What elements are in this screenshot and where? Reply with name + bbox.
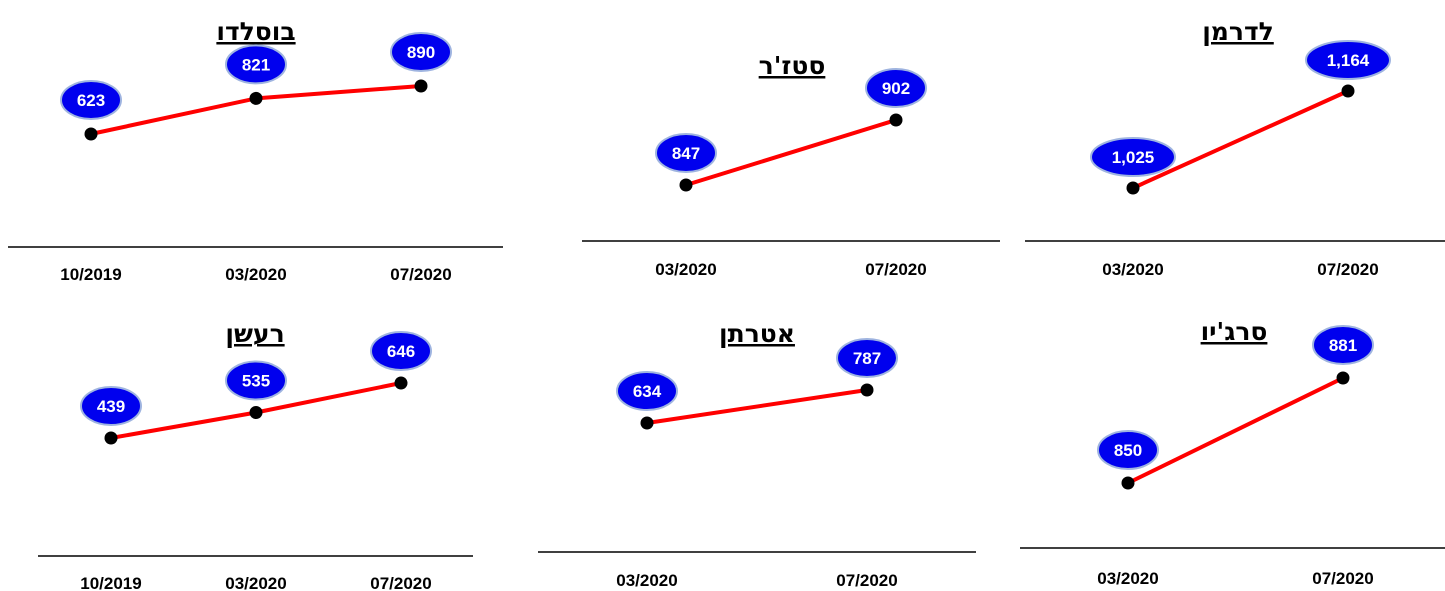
chart-panel-bosaldo: בוסלדו 10/2019 03/2020 07/2020 623 821 890 [8, 17, 503, 284]
x-tick-label: 07/2020 [836, 571, 897, 590]
x-tick-label: 07/2020 [1317, 260, 1378, 279]
x-tick-label: 07/2020 [865, 260, 926, 279]
chart-panel-atratan: אטרתן 03/2020 07/2020 634 787 [538, 319, 976, 590]
data-label-bubble [390, 32, 452, 72]
data-point [860, 383, 874, 397]
data-point [414, 79, 428, 93]
data-point [104, 431, 118, 445]
data-label-bubble [865, 68, 927, 108]
chart-title: סטז'ר [759, 51, 826, 80]
x-tick-label: 07/2020 [390, 265, 451, 284]
data-point [84, 127, 98, 141]
data-point [394, 376, 408, 390]
chart-title: בוסלדו [216, 17, 295, 46]
data-label: 1,164 [1327, 51, 1370, 70]
data-label: 821 [242, 55, 270, 74]
data-label: 1,025 [1112, 148, 1155, 167]
x-tick-label: 03/2020 [616, 571, 677, 590]
series-line [646, 388, 868, 425]
data-label-bubble [836, 338, 898, 378]
data-label-bubble [1305, 40, 1391, 80]
data-label: 890 [407, 43, 435, 62]
data-label: 787 [853, 349, 881, 368]
data-point [679, 178, 693, 192]
data-label: 847 [672, 144, 700, 163]
data-point [1121, 476, 1135, 490]
data-label: 881 [1329, 336, 1357, 355]
chart-title: לדרמן [1202, 17, 1274, 46]
data-label: 902 [882, 79, 910, 98]
x-tick-label: 10/2019 [60, 265, 121, 284]
data-label-bubble [80, 386, 142, 426]
data-label: 535 [242, 371, 270, 390]
data-label-bubble [616, 371, 678, 411]
data-label-bubble [1097, 430, 1159, 470]
x-tick-label: 03/2020 [225, 574, 286, 591]
x-tick-label: 10/2019 [80, 574, 141, 591]
x-tick-label: 03/2020 [225, 265, 286, 284]
x-tick-label: 03/2020 [655, 260, 716, 279]
data-label: 646 [387, 342, 415, 361]
data-label-bubble [370, 331, 432, 371]
data-point [1336, 371, 1350, 385]
data-point [1126, 181, 1140, 195]
chart-panel-sergio: סרג'יו 03/2020 07/2020 850 881 [1020, 317, 1445, 588]
x-tick-label: 03/2020 [1097, 569, 1158, 588]
series-line [1132, 89, 1349, 190]
data-point [249, 405, 263, 419]
chart-panel-lederman: לדרמן 03/2020 07/2020 1,025 1,164 [1025, 17, 1445, 279]
chart-title: רעשן [225, 319, 284, 348]
data-label-bubble [225, 44, 287, 85]
data-label-bubble [60, 80, 122, 120]
data-point [889, 113, 903, 127]
data-point [640, 416, 654, 430]
data-label: 850 [1114, 441, 1142, 460]
data-point [249, 91, 263, 105]
data-label-bubble [225, 360, 287, 401]
chart-title: סרג'יו [1201, 317, 1268, 346]
data-label-bubble [1090, 137, 1176, 177]
data-label: 439 [97, 397, 125, 416]
chart-panel-stager: סטז'ר 03/2020 07/2020 847 902 [582, 51, 1000, 279]
data-point [1341, 84, 1355, 98]
x-tick-label: 07/2020 [1312, 569, 1373, 588]
series-line [685, 118, 897, 187]
chart-panel-raashan: רעשן 10/2019 03/2020 07/2020 439 535 646 [38, 319, 473, 591]
chart-title: אטרתן [719, 319, 795, 348]
x-tick-label: 07/2020 [370, 574, 431, 591]
x-tick-label: 03/2020 [1102, 260, 1163, 279]
series-line [1127, 376, 1344, 485]
data-label-bubble [1312, 325, 1374, 365]
data-label-bubble [655, 133, 717, 173]
data-label: 634 [633, 382, 662, 401]
data-label: 623 [77, 91, 105, 110]
